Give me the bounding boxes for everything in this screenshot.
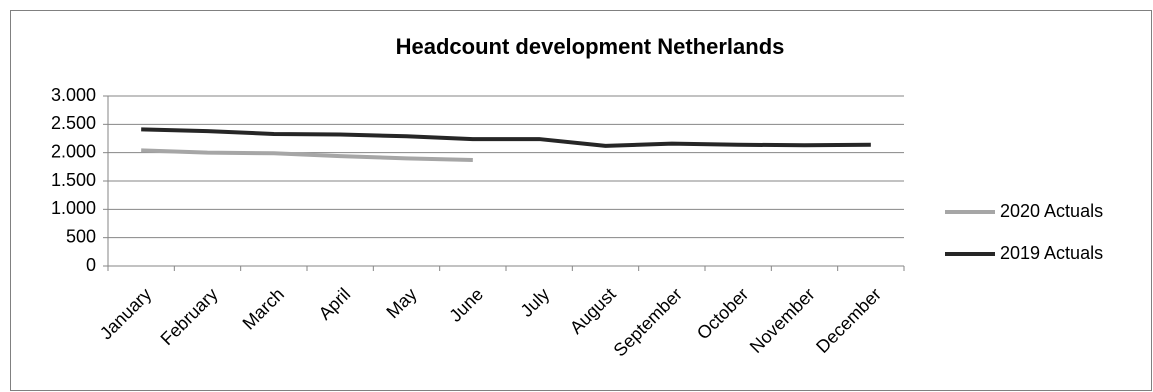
y-tick-label: 2.000 [51,141,96,161]
y-tick-label: 3.000 [51,85,96,105]
y-tick-label: 2.500 [51,113,96,133]
series-line [141,127,871,148]
legend-label: 2020 Actuals [1000,201,1103,221]
series-line [141,148,473,163]
y-tick-label: 1.000 [51,198,96,218]
y-tick-label: 0 [86,255,96,275]
chart-title: Headcount development Netherlands [396,34,785,59]
y-tick-label: 1.500 [51,170,96,190]
y-tick-label: 500 [66,226,96,246]
chart-frame [10,10,1152,391]
legend-label: 2019 Actuals [1000,243,1103,263]
